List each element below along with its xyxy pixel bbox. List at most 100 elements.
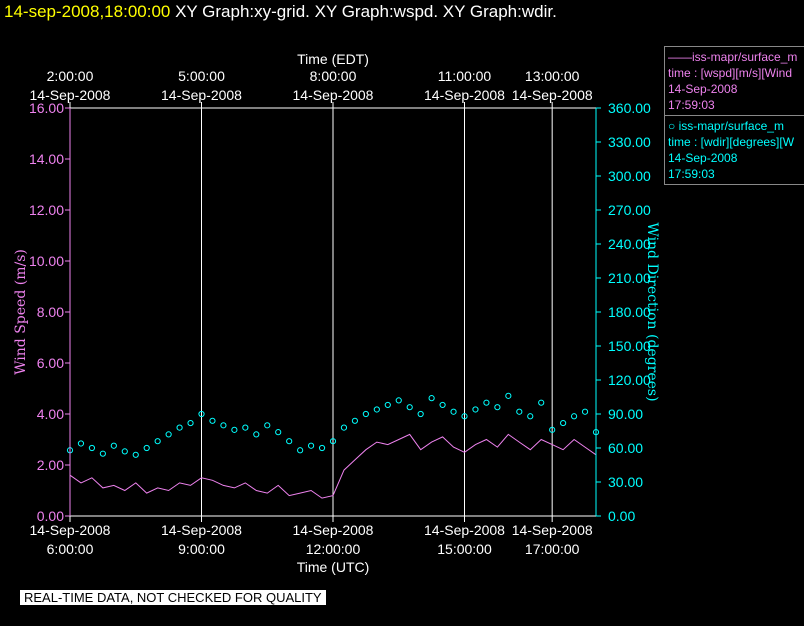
top-tick-time: 8:00:00 bbox=[310, 68, 357, 84]
wdir-point bbox=[242, 424, 249, 431]
right-tick-label: 120.00 bbox=[608, 372, 651, 388]
wdir-point bbox=[570, 413, 578, 420]
legend: ——iss-mapr/surface_m time : [wspd][m/s][… bbox=[664, 46, 804, 185]
top-tick-time: 5:00:00 bbox=[178, 68, 225, 84]
left-tick-label: 2.00 bbox=[37, 457, 64, 473]
bottom-tick-time: 6:00:00 bbox=[47, 541, 94, 557]
left-tick-label: 6.00 bbox=[37, 355, 64, 371]
wdir-point bbox=[450, 408, 457, 415]
chart-title: 14-sep-2008,18:00:00 XY Graph:xy-grid. X… bbox=[4, 2, 557, 22]
left-tick-label: 8.00 bbox=[37, 304, 64, 320]
left-tick-label: 10.00 bbox=[29, 253, 64, 269]
wdir-point bbox=[472, 406, 479, 413]
wdir-point bbox=[110, 442, 117, 449]
right-tick-label: 150.00 bbox=[608, 338, 651, 354]
legend-wspd-time: 17:59:03 bbox=[668, 98, 715, 112]
legend-wdir-date: 14-Sep-2008 bbox=[668, 151, 738, 165]
wdir-point bbox=[461, 413, 468, 420]
legend-wspd[interactable]: ——iss-mapr/surface_m time : [wspd][m/s][… bbox=[664, 46, 804, 115]
right-tick-label: 0.00 bbox=[608, 508, 635, 524]
wdir-point bbox=[297, 447, 304, 454]
quality-disclaimer: REAL-TIME DATA, NOT CHECKED FOR QUALITY bbox=[20, 590, 326, 605]
wdir-point bbox=[373, 406, 380, 413]
top-tick-time: 2:00:00 bbox=[47, 68, 94, 84]
bottom-tick-date: 14-Sep-2008 bbox=[161, 522, 242, 538]
right-tick-label: 30.00 bbox=[608, 474, 643, 490]
top-tick-time: 13:00:00 bbox=[525, 68, 580, 84]
left-tick-label: 0.00 bbox=[37, 508, 64, 524]
wdir-point bbox=[351, 417, 359, 424]
wdir-point bbox=[132, 451, 139, 458]
bottom-tick-time: 17:00:00 bbox=[525, 541, 580, 557]
right-tick-label: 90.00 bbox=[608, 406, 643, 422]
wdir-point bbox=[329, 438, 337, 445]
title-text: XY Graph:xy-grid. XY Graph:wspd. XY Grap… bbox=[170, 2, 557, 21]
right-tick-label: 240.00 bbox=[608, 236, 651, 252]
wdir-point bbox=[198, 410, 205, 418]
axis-layer: 0.00 2.00 4.00 6.00 8.00 10.00 12.00 14.00 16.00… bbox=[13, 51, 660, 575]
legend-wdir-desc: time : [wdir][degrees][W bbox=[668, 135, 795, 149]
wdir-point bbox=[395, 397, 402, 404]
bottom-tick-date: 14-Sep-2008 bbox=[512, 522, 593, 538]
legend-wspd-date: 14-Sep-2008 bbox=[668, 82, 738, 96]
right-tick-label: 360.00 bbox=[608, 100, 651, 116]
wdir-point bbox=[527, 413, 534, 420]
wdir-point bbox=[483, 399, 490, 406]
wdir-point bbox=[307, 442, 315, 449]
wdir-point bbox=[417, 410, 424, 418]
right-tick-label: 180.00 bbox=[608, 304, 651, 320]
left-tick-label: 14.00 bbox=[29, 151, 64, 167]
wdir-point bbox=[231, 426, 238, 433]
wdir-point bbox=[538, 399, 545, 406]
right-tick-label: 270.00 bbox=[608, 202, 651, 218]
wdir-point bbox=[494, 404, 501, 411]
wdir-point bbox=[77, 440, 85, 447]
wdir-point bbox=[560, 419, 567, 427]
wdir-point bbox=[165, 431, 172, 438]
wdir-point bbox=[143, 444, 150, 452]
bottom-tick-date: 14-Sep-2008 bbox=[424, 522, 505, 538]
right-tick-label: 210.00 bbox=[608, 270, 651, 286]
legend-wspd-desc: time : [wspd][m/s][Wind bbox=[668, 66, 793, 80]
grid-layer bbox=[201, 108, 553, 516]
wdir-point bbox=[286, 438, 293, 445]
wdir-point bbox=[209, 417, 216, 424]
left-tick-label: 12.00 bbox=[29, 202, 64, 218]
wdir-point bbox=[121, 448, 128, 455]
left-tick-label: 4.00 bbox=[37, 406, 64, 422]
wdir-point bbox=[99, 450, 106, 457]
legend-wdir[interactable]: ○ iss-mapr/surface_m time : [wdir][degre… bbox=[664, 115, 804, 185]
top-tick-date: 14-Sep-2008 bbox=[424, 87, 505, 103]
x-top-axis-label: Time (EDT) bbox=[297, 51, 369, 67]
wdir-point bbox=[581, 408, 589, 415]
bottom-tick-time: 12:00:00 bbox=[306, 541, 361, 557]
bottom-tick-date: 14-Sep-2008 bbox=[293, 522, 374, 538]
top-tick-date: 14-Sep-2008 bbox=[30, 87, 111, 103]
wdir-point bbox=[428, 395, 435, 402]
wdir-point bbox=[340, 424, 348, 431]
title-date: 14-sep-2008,18:00:00 bbox=[4, 2, 171, 21]
data-layer bbox=[66, 392, 600, 499]
wdir-point bbox=[549, 426, 556, 433]
wdir-point bbox=[220, 422, 227, 429]
wdir-point bbox=[275, 429, 282, 436]
top-tick-time: 11:00:00 bbox=[438, 68, 492, 84]
wdir-point bbox=[176, 424, 183, 431]
y-right-axis-label: Wind Direction (degrees) bbox=[644, 222, 660, 401]
wdir-point bbox=[88, 444, 96, 452]
wdir-point bbox=[516, 408, 523, 415]
wdir-point bbox=[439, 401, 446, 409]
x-axis-label: Time (UTC) bbox=[297, 559, 370, 575]
wdir-point bbox=[406, 404, 413, 411]
wspd-series-line bbox=[69, 433, 597, 499]
legend-wdir-time: 17:59:03 bbox=[668, 167, 715, 181]
wdir-point bbox=[154, 438, 161, 445]
top-tick-date: 14-Sep-2008 bbox=[512, 87, 593, 103]
wdir-point bbox=[505, 392, 512, 399]
wdir-point bbox=[318, 444, 326, 452]
wdir-point bbox=[253, 431, 260, 438]
bottom-tick-time: 9:00:00 bbox=[178, 541, 225, 557]
wdir-point bbox=[187, 419, 194, 427]
left-tick-label: 16.00 bbox=[29, 100, 64, 116]
